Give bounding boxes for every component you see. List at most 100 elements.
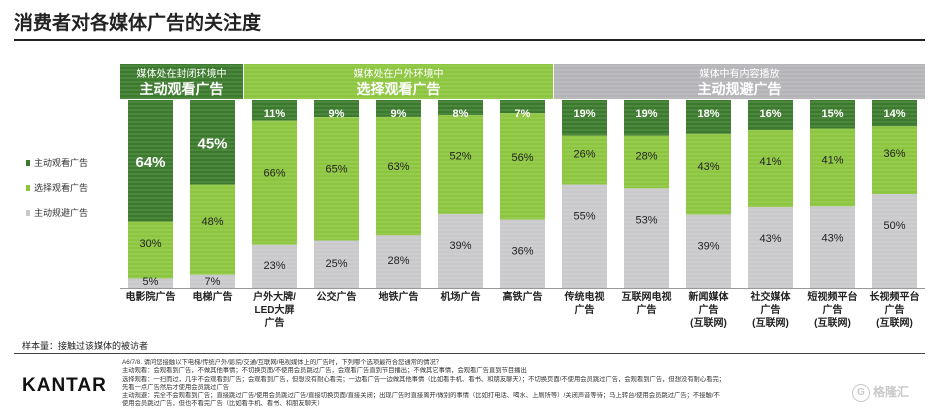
data-label: 36% [883, 148, 905, 160]
footnote-line: 主动规避：完全不会观看到广告；直接跳过广告/使用会员跳过广告/直接切换页面/直接… [122, 392, 720, 400]
bar-segment-texture [128, 221, 173, 279]
bar-segment-texture [376, 100, 421, 117]
bar-segment-texture [128, 100, 173, 222]
x-tick-label: 电影院广告 [126, 290, 176, 303]
bar-segment-texture [562, 184, 607, 288]
x-tick-label: 地铁广告 [379, 290, 419, 303]
footnote-line: 先看一点广告然后才使用会员跳过广告 [122, 383, 230, 391]
bar-segment-texture [872, 126, 917, 194]
data-label: 43% [821, 232, 843, 244]
bar-segment-texture [190, 274, 235, 288]
x-tick-label: 广告 [885, 303, 905, 316]
footnote-line: 使用会员跳过广告，但也不看完广告（比如看手机、看书、和朋友聊天） [122, 400, 324, 408]
x-tick-label: 互联网电视 [622, 290, 672, 303]
bar-segment-texture [562, 135, 607, 185]
data-label: 9% [329, 108, 345, 120]
sample-size-note: 样本量：接触过该媒体的被访者 [22, 341, 149, 351]
data-label: 19% [573, 108, 595, 120]
page-title: 消费者对各媒体广告的关注度 [14, 13, 262, 34]
x-tick-label: 广告 [265, 316, 285, 329]
bar-segment-texture [190, 184, 235, 275]
bar-segment-texture [500, 219, 545, 288]
bar-segment-texture [810, 100, 855, 129]
bar-segment-texture [376, 235, 421, 288]
data-label: 5% [143, 276, 159, 288]
bar-segment-texture [562, 100, 607, 136]
bar-segment-texture [624, 188, 669, 288]
bar-segment-texture [438, 100, 483, 116]
bar-segment-texture [686, 133, 731, 215]
x-tick-label: 电梯广告 [193, 290, 233, 303]
bar-segment-texture [376, 116, 421, 236]
x-tick-label: (互联网) [752, 316, 789, 329]
bar-segment-texture [314, 117, 359, 241]
data-label: 43% [697, 161, 719, 173]
bar-segment-texture [190, 100, 235, 185]
group-header-line2: 主动规避广告 [698, 81, 782, 97]
legend-label: 选择观看广告 [34, 182, 88, 193]
x-tick-label: 传统电视 [564, 290, 605, 303]
watermark-icon: G [851, 383, 870, 402]
footnote-line: A6/7/8. 请问您接触以下电梯/传统户外/影院/交通/互联网/电视媒体上的广… [122, 359, 443, 366]
data-label: 15% [821, 108, 843, 120]
watermark: G 格隆汇 [851, 383, 909, 402]
bar-segment-texture [624, 135, 669, 189]
data-label: 66% [263, 168, 285, 180]
bar-segment-texture [686, 214, 731, 288]
data-label: 63% [387, 161, 409, 173]
data-label: 41% [759, 156, 781, 168]
x-tick-label: 社交媒体 [750, 290, 792, 303]
data-label: 7% [205, 276, 221, 288]
bar-segment-texture [500, 113, 545, 220]
title-rule [14, 39, 925, 41]
bar-segment-texture [872, 100, 917, 127]
footnotes: A6/7/8. 请问您接触以下电梯/传统户外/影院/交通/互联网/电视媒体上的广… [122, 359, 812, 409]
data-label: 18% [697, 108, 719, 120]
data-label: 56% [511, 152, 533, 164]
data-label: 48% [201, 216, 223, 228]
data-label: 55% [573, 211, 595, 223]
bar-segment-texture [438, 115, 483, 214]
data-label: 52% [449, 151, 471, 163]
data-label: 11% [264, 108, 286, 120]
legend-swatch [26, 185, 30, 191]
group-header-line1: 媒体处在封闭环境中 [137, 67, 227, 80]
data-label: 50% [883, 220, 905, 232]
footnote-line: 选择观看：一扫而过，几乎不会观看到广告；会观看到广告，但想没有耐心看完；一边看广… [122, 375, 726, 383]
x-tick-label: 高铁广告 [503, 290, 543, 303]
data-label: 8% [453, 108, 469, 120]
data-label: 45% [197, 135, 227, 152]
group-header-line1: 媒体处在户外环境中 [354, 67, 444, 80]
x-tick-label: 广告 [637, 303, 657, 316]
data-label: 26% [573, 149, 595, 161]
bar-segment-texture [748, 100, 793, 131]
bar-segment-texture [748, 207, 793, 288]
bar-segment-texture [314, 240, 359, 288]
x-tick-label: 广告 [761, 303, 781, 316]
x-tick-label: (互联网) [814, 316, 851, 329]
legend-swatch [26, 160, 30, 166]
data-label: 28% [635, 150, 657, 162]
data-label: 39% [449, 240, 471, 252]
data-label: 25% [325, 258, 347, 270]
data-label: 23% [263, 260, 285, 272]
x-tick-label: 广告 [823, 303, 843, 316]
data-label: 65% [325, 164, 347, 176]
x-tick-label: 广告 [575, 303, 595, 316]
data-label: 7% [515, 108, 531, 120]
footer-rule [14, 353, 925, 354]
group-header-texture [554, 64, 925, 99]
bar-segment-texture [252, 120, 297, 245]
bar-segment-texture [810, 206, 855, 288]
data-label: 53% [635, 214, 657, 226]
data-label: 36% [511, 246, 533, 258]
group-header-texture [244, 64, 553, 99]
bar-segment-texture [748, 130, 793, 208]
data-label: 30% [139, 238, 161, 250]
data-label: 64% [135, 154, 165, 171]
group-header-line1: 媒体中有内容播放 [700, 67, 780, 80]
data-label: 14% [883, 108, 905, 120]
x-tick-label: LED大屏 [255, 303, 295, 316]
data-label: 16% [759, 108, 781, 120]
